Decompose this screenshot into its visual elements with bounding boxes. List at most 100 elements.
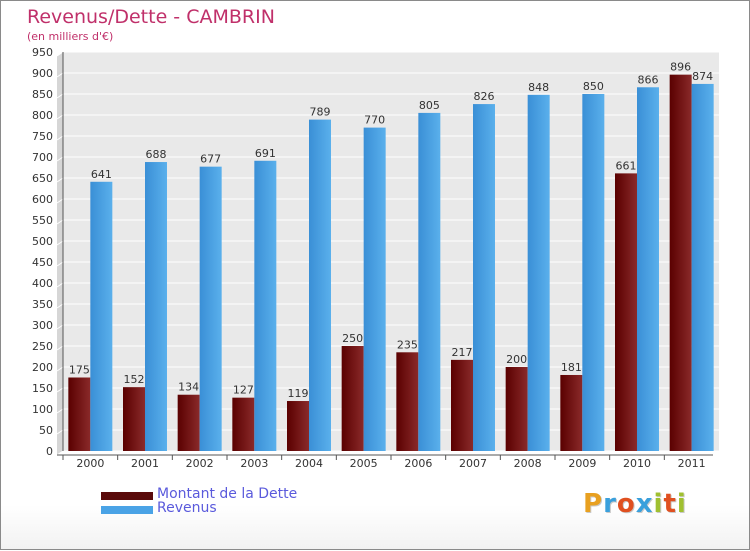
data-label-dette: 175 bbox=[69, 364, 90, 377]
data-label-dette: 217 bbox=[452, 346, 473, 359]
data-label-dette: 127 bbox=[233, 384, 254, 397]
bar-revenus bbox=[418, 112, 441, 452]
bar-revenus bbox=[309, 119, 331, 452]
y-tick-label: 250 bbox=[32, 340, 53, 353]
bar-revenus bbox=[254, 160, 277, 451]
y-tick-label: 650 bbox=[32, 172, 53, 185]
legend-swatch-revenus bbox=[101, 506, 153, 514]
y-tick-label: 700 bbox=[32, 151, 53, 164]
bar-revenus bbox=[691, 83, 714, 452]
y-tick-label: 0 bbox=[46, 445, 53, 458]
bar-dette bbox=[669, 74, 692, 452]
y-tick-label: 900 bbox=[32, 67, 53, 80]
bar-revenus bbox=[637, 87, 659, 451]
data-label-dette: 661 bbox=[616, 159, 637, 172]
y-tick-label: 750 bbox=[32, 130, 53, 143]
bar-dette bbox=[560, 374, 583, 451]
data-label-revenus: 826 bbox=[474, 90, 495, 103]
bar-dette bbox=[451, 359, 473, 451]
y-tick-label: 450 bbox=[32, 256, 53, 269]
data-label-revenus: 805 bbox=[419, 99, 440, 112]
gridline-wall bbox=[56, 324, 64, 330]
logo-letter: r bbox=[603, 489, 617, 519]
bar-dette bbox=[396, 352, 419, 451]
logo-letter: o bbox=[616, 489, 636, 519]
data-label-revenus: 688 bbox=[146, 148, 167, 161]
bar-dette bbox=[341, 346, 364, 451]
gridline-wall bbox=[56, 198, 64, 204]
bar-dette bbox=[615, 173, 637, 451]
logo-letter: x bbox=[635, 489, 654, 519]
legend-label-revenus: Revenus bbox=[157, 500, 217, 516]
gridline-wall bbox=[56, 282, 64, 288]
bar-dette bbox=[123, 387, 145, 451]
x-tick-label: 2003 bbox=[240, 457, 268, 470]
y-tick-label: 150 bbox=[32, 382, 53, 395]
y-tick-label: 350 bbox=[32, 298, 53, 311]
gridline-wall bbox=[56, 177, 64, 183]
x-tick-label: 2011 bbox=[678, 457, 706, 470]
logo-letter: i bbox=[676, 489, 687, 519]
gridline-wall bbox=[56, 450, 64, 456]
legend-swatch-dette bbox=[101, 492, 153, 500]
bar-dette bbox=[505, 367, 528, 451]
x-tick-label: 2004 bbox=[295, 457, 323, 470]
data-label-dette: 119 bbox=[288, 387, 309, 400]
logo-letter: i bbox=[653, 489, 664, 519]
y-tick-label: 800 bbox=[32, 109, 53, 122]
bar-dette bbox=[68, 377, 91, 451]
data-label-revenus: 850 bbox=[583, 80, 604, 93]
x-tick-label: 2001 bbox=[131, 457, 159, 470]
gridline-wall bbox=[56, 114, 64, 120]
gridline-wall bbox=[56, 408, 64, 414]
x-tick-label: 2008 bbox=[514, 457, 542, 470]
gridline-wall bbox=[56, 51, 64, 57]
bar-dette bbox=[232, 397, 255, 451]
bar-revenus bbox=[90, 181, 113, 451]
gridline-wall bbox=[56, 219, 64, 225]
data-label-revenus: 770 bbox=[364, 114, 385, 127]
data-label-revenus: 874 bbox=[692, 70, 713, 83]
bar-revenus bbox=[145, 162, 167, 452]
legend-label-dette: Montant de la Dette bbox=[157, 486, 298, 502]
x-tick-label: 2009 bbox=[568, 457, 596, 470]
gridline-wall bbox=[56, 72, 64, 78]
data-label-dette: 200 bbox=[506, 353, 527, 366]
gridline-wall bbox=[56, 303, 64, 309]
bar-revenus bbox=[527, 94, 550, 451]
data-label-revenus: 866 bbox=[638, 73, 659, 86]
y-tick-label: 500 bbox=[32, 235, 53, 248]
gridline-wall bbox=[56, 387, 64, 393]
data-label-dette: 181 bbox=[561, 361, 582, 374]
proxiti-logo: Proxiti bbox=[583, 489, 687, 519]
data-label-dette: 235 bbox=[397, 338, 418, 351]
y-tick-label: 100 bbox=[32, 403, 53, 416]
gridline-wall bbox=[56, 429, 64, 435]
y-tick-label: 550 bbox=[32, 214, 53, 227]
y-tick-label: 50 bbox=[39, 424, 53, 437]
x-tick-label: 2000 bbox=[76, 457, 104, 470]
data-label-dette: 152 bbox=[124, 373, 145, 386]
x-tick-label: 2010 bbox=[623, 457, 651, 470]
gridline-wall bbox=[56, 345, 64, 351]
y-tick-label: 850 bbox=[32, 88, 53, 101]
data-label-revenus: 641 bbox=[91, 168, 112, 181]
x-tick-label: 2002 bbox=[186, 457, 214, 470]
gridline-wall bbox=[56, 366, 64, 372]
bar-dette bbox=[177, 394, 200, 451]
chart-subtitle: (en milliers d'€) bbox=[27, 30, 114, 43]
gridline-wall bbox=[56, 156, 64, 162]
x-tick-label: 2005 bbox=[350, 457, 378, 470]
y-tick-label: 600 bbox=[32, 193, 53, 206]
logo-letter: P bbox=[583, 489, 604, 519]
data-label-revenus: 691 bbox=[255, 147, 276, 160]
data-label-revenus: 848 bbox=[528, 81, 549, 94]
bar-revenus bbox=[363, 127, 386, 451]
data-label-dette: 134 bbox=[178, 381, 199, 394]
data-label-revenus: 677 bbox=[200, 153, 221, 166]
plot-area bbox=[63, 52, 719, 451]
bar-revenus bbox=[199, 166, 222, 451]
bar-revenus bbox=[582, 94, 605, 451]
